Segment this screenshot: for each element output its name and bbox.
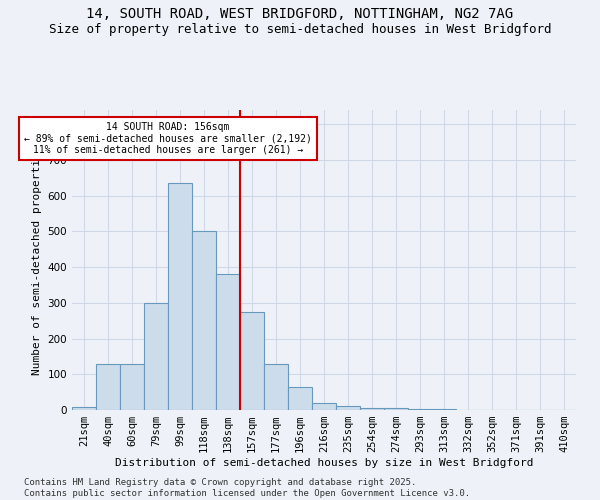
Bar xyxy=(360,408,384,410)
Text: Contains HM Land Registry data © Crown copyright and database right 2025.
Contai: Contains HM Land Registry data © Crown c… xyxy=(24,478,470,498)
Bar xyxy=(144,303,168,410)
Bar xyxy=(192,232,216,410)
Bar xyxy=(168,183,192,410)
Bar xyxy=(120,364,144,410)
Bar xyxy=(96,364,120,410)
Bar xyxy=(384,408,408,410)
X-axis label: Distribution of semi-detached houses by size in West Bridgford: Distribution of semi-detached houses by … xyxy=(115,458,533,468)
Text: 14, SOUTH ROAD, WEST BRIDGFORD, NOTTINGHAM, NG2 7AG: 14, SOUTH ROAD, WEST BRIDGFORD, NOTTINGH… xyxy=(86,8,514,22)
Y-axis label: Number of semi-detached properties: Number of semi-detached properties xyxy=(32,145,42,375)
Bar xyxy=(312,403,336,410)
Bar xyxy=(336,406,360,410)
Text: 14 SOUTH ROAD: 156sqm
← 89% of semi-detached houses are smaller (2,192)
11% of s: 14 SOUTH ROAD: 156sqm ← 89% of semi-deta… xyxy=(24,122,312,155)
Bar xyxy=(288,387,312,410)
Bar xyxy=(240,312,264,410)
Text: Size of property relative to semi-detached houses in West Bridgford: Size of property relative to semi-detach… xyxy=(49,22,551,36)
Bar xyxy=(72,407,96,410)
Bar xyxy=(264,364,288,410)
Bar xyxy=(216,274,240,410)
